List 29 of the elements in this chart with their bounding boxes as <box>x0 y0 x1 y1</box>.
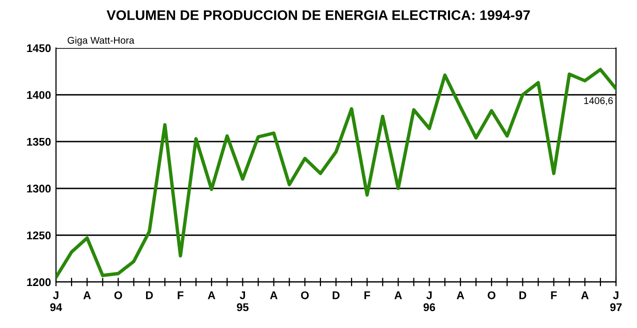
x-tick-label: F <box>364 291 370 300</box>
x-tick-label: A <box>456 291 464 300</box>
x-tick-label: D <box>332 291 340 300</box>
data-label: 1406,6 <box>584 97 613 106</box>
x-tick-label: J 96 <box>424 291 436 312</box>
y-axis-title: Giga Watt-Hora <box>68 36 134 46</box>
y-tick-label: 1350 <box>27 138 51 146</box>
x-tick-label: J 94 <box>50 291 62 312</box>
chart-title: VOLUMEN DE PRODUCCION DE ENERGIA ELECTRICA: 1994-97 <box>106 10 530 20</box>
x-tick-label: A <box>270 291 278 300</box>
x-tick-label: D <box>146 291 153 300</box>
x-tick-label: A <box>208 291 216 300</box>
y-tick-label: 1250 <box>27 231 51 240</box>
y-tick-label: 1450 <box>27 44 51 52</box>
x-tick-label: A <box>581 291 589 300</box>
line-series <box>56 68 616 279</box>
x-tick-label: A <box>83 291 91 300</box>
y-tick-label: 1300 <box>27 184 51 193</box>
x-tick-label: F <box>551 291 557 300</box>
x-tick-label: J 95 <box>236 291 249 312</box>
x-tick-label: O <box>488 291 496 300</box>
x-tick-label: O <box>301 291 309 300</box>
x-tick-label: J 97 <box>610 291 622 312</box>
x-tick-label: F <box>178 291 184 300</box>
y-tick-label: 1200 <box>27 278 51 286</box>
y-tick-label: 1400 <box>27 91 51 99</box>
x-tick-label: D <box>519 291 526 300</box>
x-tick-label: A <box>394 291 402 300</box>
x-tick-label: O <box>114 291 122 300</box>
